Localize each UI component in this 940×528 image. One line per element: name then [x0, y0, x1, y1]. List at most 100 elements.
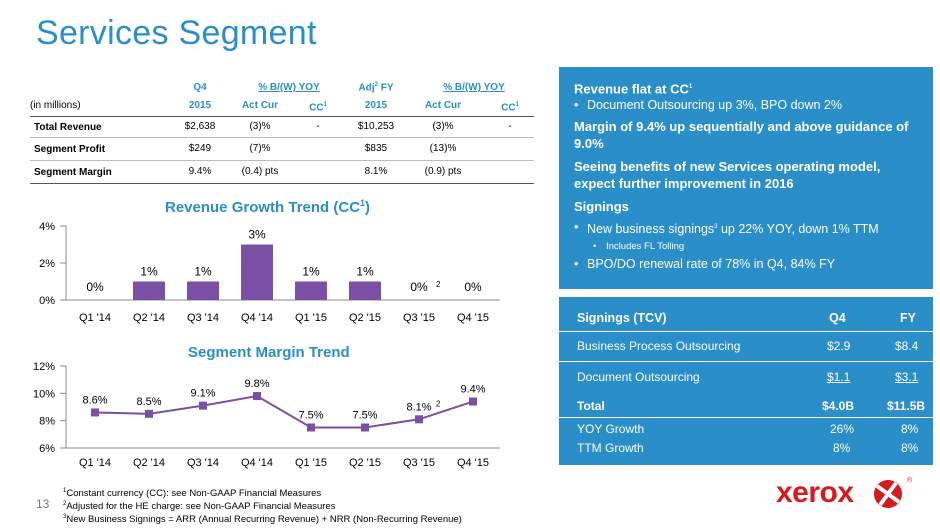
revenue-growth-chart: 0% 2% 4% 0% Q1 '14 1% Q2 '14 1% Q3 '14 3% Q4 '14 1%…: [39, 221, 500, 324]
row-fy: 8.1%: [364, 166, 388, 177]
bar-value-label: 1%: [194, 265, 212, 279]
point-value-label: 7.5%: [298, 410, 323, 422]
bar: [349, 281, 381, 300]
row-label: Segment Profit: [34, 144, 106, 155]
x-tick-label: Q1 '14: [79, 457, 111, 469]
footnotes: 1Constant currency (CC): see Non-GAAP Fi…: [63, 486, 462, 525]
col-q4-year: 2015: [188, 100, 212, 111]
data-point: [253, 392, 261, 401]
signings-header: Signings (TCV) Q4 FY: [577, 311, 917, 331]
signings-row-label: TTM Growth: [577, 441, 644, 455]
signings-divider: [559, 361, 933, 362]
table-row-rule: [30, 137, 534, 138]
signings-row-total: Total $4.0B $11.5B: [577, 399, 925, 419]
row-act: (7)%: [249, 143, 271, 154]
page-number: 13: [36, 497, 50, 511]
col-bw2-header: % B/(W) YOY: [443, 82, 505, 93]
bar-footnote-marker: 2: [436, 280, 441, 289]
bar-value-label: 0%: [86, 280, 104, 294]
point-value-label: 8.6%: [82, 394, 107, 406]
row-cc2: -: [508, 121, 512, 132]
signings-row-label: YOY Growth: [577, 422, 645, 436]
bar-value-label: 1%: [356, 265, 374, 279]
data-point: [91, 408, 99, 417]
signings-row-fy: $3.1: [895, 370, 919, 384]
col-fy-header: Adj2 FY: [358, 82, 394, 94]
y-tick-label: 6%: [39, 443, 55, 455]
row-act: (3)%: [249, 121, 271, 132]
bar: [241, 244, 273, 300]
footnote-2: 2Adjusted for the HE charge: see Non-GAA…: [63, 501, 336, 513]
signings-title: Signings (TCV): [577, 311, 667, 325]
data-point: [361, 423, 369, 432]
point-value-label: 9.4%: [460, 384, 485, 396]
signings-row: Document Outsourcing $1.1 $3.1: [577, 370, 919, 390]
row-act: (0.4) pts: [241, 166, 279, 177]
y-tick-label: 12%: [33, 361, 55, 373]
col-q4-header: Q4: [193, 82, 207, 93]
y-tick-label: 10%: [33, 388, 55, 400]
x-tick-label: Q1 '15: [295, 312, 327, 324]
signings-row: YOY Growth 26% 8%: [577, 422, 918, 442]
x-tick-label: Q2 '15: [349, 457, 381, 469]
point-footnote-marker: 2: [436, 399, 441, 408]
col-cc: CC1: [309, 102, 327, 114]
table-header-rule: [30, 116, 534, 117]
signings-row-label: Business Process Outsourcing: [577, 339, 741, 353]
x-tick-label: Q4 '15: [457, 457, 489, 469]
row-label: Total Revenue: [34, 122, 102, 133]
logo-wordmark: xerox: [776, 476, 854, 509]
row-q4: 9.4%: [188, 166, 212, 177]
logo-sphere-icon: [874, 480, 902, 508]
signings-row-q4: 8%: [833, 441, 851, 455]
signings-col-fy: FY: [900, 311, 916, 325]
point-value-label: 8.5%: [136, 396, 161, 408]
x-tick-label: Q4 '14: [241, 457, 273, 469]
x-tick-label: Q3 '15: [403, 457, 435, 469]
col-actcur: Act Cur: [241, 100, 279, 111]
row-fy: $835: [364, 143, 388, 154]
signings-row-q4: $2.9: [827, 339, 851, 353]
signings-panel: Signings (TCV) Q4 FY Business Process Ou…: [559, 297, 933, 465]
row-act2: (13)%: [429, 143, 457, 154]
row-q4: $2,638: [184, 121, 216, 132]
signings-row-fy: $11.5B: [887, 399, 926, 413]
logo-registered: ®: [907, 476, 913, 484]
panel-bullet-outsourcing: Document Outsourcing up 3%, BPO down 2%: [574, 97, 923, 114]
panel-heading-revenue: Revenue flat at CC1: [574, 81, 693, 97]
row-fy: $10,253: [357, 121, 395, 132]
x-tick-label: Q4 '14: [241, 312, 273, 324]
signings-row-q4: 26%: [830, 422, 855, 436]
point-value-label: 9.1%: [190, 388, 215, 400]
panel-heading-signings: Signings: [574, 199, 629, 215]
row-act2: (0.9) pts: [424, 166, 462, 177]
col-cc2: CC1: [501, 102, 519, 114]
panel-heading-margin: Margin of 9.4% up sequentially and above…: [574, 119, 909, 152]
data-point: [199, 401, 207, 410]
signings-row-q4: $1.1: [827, 370, 851, 384]
panel-heading-model: Seeing benefits of new Services operatin…: [574, 159, 881, 192]
y-tick-label: 8%: [39, 416, 55, 428]
signings-divider: [559, 417, 933, 418]
data-point: [415, 415, 423, 424]
margin-chart-title: Segment Margin Trend: [188, 344, 350, 361]
bar: [133, 281, 165, 300]
signings-row-label: Total: [577, 399, 605, 413]
signings-row: TTM Growth 8% 8%: [577, 441, 918, 461]
x-tick-label: Q2 '15: [349, 312, 381, 324]
segment-margin-chart: 6% 8% 10% 12% 8.6% Q1 '14 8.5% Q2 '14 9.1% Q3 '14…: [33, 361, 500, 469]
bar-value-label: 3%: [248, 228, 266, 242]
table-bottom-rule: [30, 183, 534, 184]
signings-divider: [559, 331, 933, 332]
bar-value-label: 0%: [410, 280, 428, 294]
y-tick-label: 2%: [39, 258, 55, 270]
row-label: Segment Margin: [34, 167, 112, 178]
panel-bullet-signings: New business signings3 up 22% YOY, down …: [574, 219, 923, 238]
panel-sub-bullet-tolling: Includes FL Tolling: [574, 240, 923, 254]
bar-value-label: 1%: [302, 265, 320, 279]
signings-row-label: Document Outsourcing: [577, 370, 700, 384]
signings-col-q4: Q4: [829, 311, 846, 325]
footnote-3: 3New Business Signings = ARR (Annual Rec…: [63, 514, 462, 526]
row-act2: (3)%: [432, 121, 454, 132]
x-tick-label: Q1 '15: [295, 457, 327, 469]
